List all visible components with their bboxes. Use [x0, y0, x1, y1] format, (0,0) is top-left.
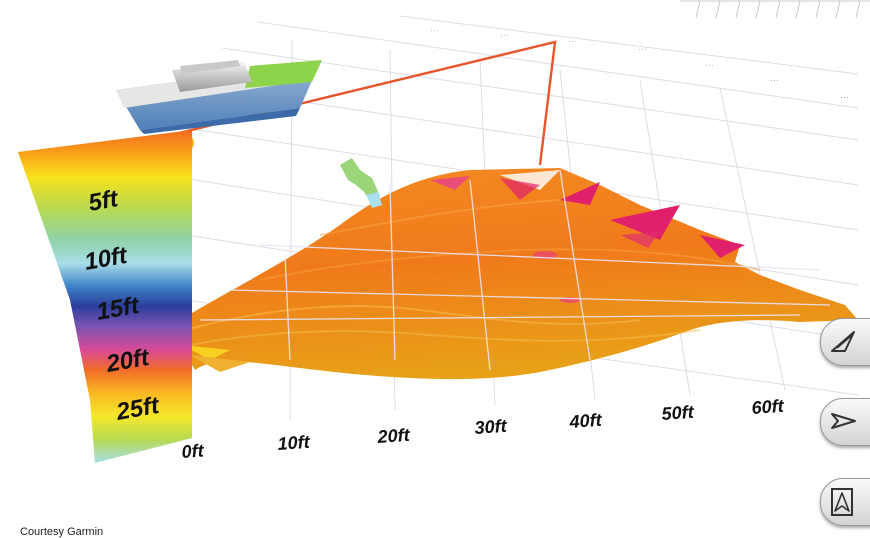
fish-target	[340, 158, 382, 208]
svg-text:···: ···	[638, 44, 647, 54]
image-credit: Courtesy Garmin	[20, 526, 104, 538]
svg-text:···: ···	[568, 36, 577, 46]
distance-label: 10ft	[277, 432, 311, 454]
perspective-arrow-icon	[831, 331, 855, 352]
side-view-button[interactable]	[820, 398, 870, 446]
top-arrow-icon	[831, 488, 853, 516]
perspective-view-button[interactable]	[820, 318, 870, 366]
svg-text:···: ···	[500, 30, 509, 40]
svg-text:···: ···	[770, 75, 779, 85]
floor-grid	[199, 169, 831, 371]
distance-label: 60ft	[751, 396, 785, 418]
depth-color-scale: 5ft 10ft 15ft 20ft 25ft	[18, 130, 192, 463]
svg-text:···: ···	[705, 60, 714, 70]
seafloor-surface	[180, 168, 858, 380]
top-view-button[interactable]	[820, 478, 870, 526]
svg-text:···: ···	[840, 92, 849, 102]
depth-label: 5ft	[86, 185, 121, 217]
distance-label: 30ft	[474, 416, 508, 438]
far-axis-labels: ··· ··· ··· ··· ··· ··· ···	[430, 25, 849, 102]
distance-label: 40ft	[568, 410, 603, 432]
distance-label: 0ft	[181, 440, 205, 462]
distance-axis: 0ft 10ft 20ft 30ft 40ft 50ft 60ft	[181, 396, 785, 462]
distance-label: 50ft	[661, 402, 695, 424]
side-arrow-icon	[831, 413, 856, 429]
distance-label: 20ft	[376, 425, 411, 447]
boat-icon	[116, 60, 322, 134]
svg-text:···: ···	[430, 25, 439, 35]
corner-grid-decoration	[680, 0, 870, 19]
